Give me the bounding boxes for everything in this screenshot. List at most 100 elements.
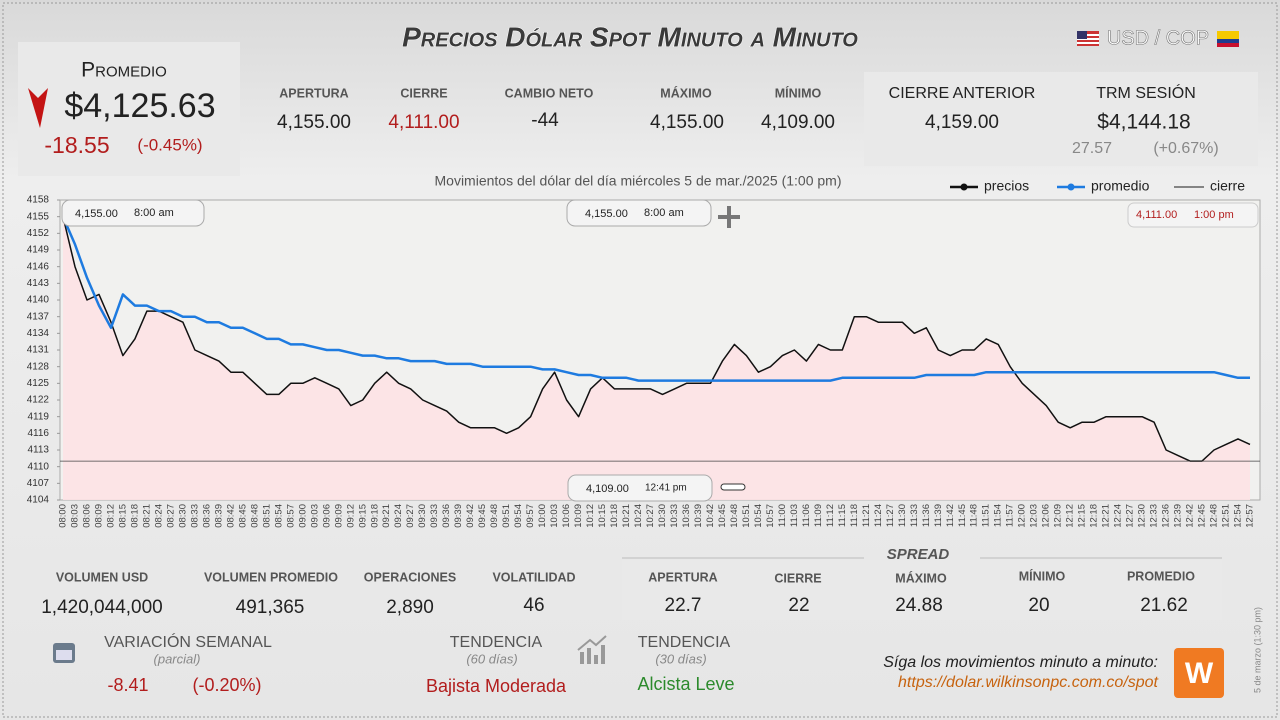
- annotation-price: 4,109.00: [586, 483, 629, 495]
- volume-label: VOLUMEN PROMEDIO: [204, 570, 338, 584]
- x-tick-label: 08:36: [201, 504, 212, 528]
- x-tick-label: 08:57: [285, 504, 296, 528]
- y-tick-label: 4137: [27, 311, 50, 322]
- x-tick-label: 09:30: [417, 504, 428, 528]
- annotation: 4,155.00 8:00 am: [566, 199, 712, 227]
- stat-value: 4,155.00: [650, 112, 724, 133]
- x-tick-label: 10:00: [537, 504, 548, 528]
- spread-label: MÁXIMO: [895, 570, 947, 585]
- x-tick-label: 08:15: [117, 504, 128, 528]
- trend-note: (30 días): [655, 651, 706, 666]
- weekly-label: VARIACIÓN SEMANAL: [104, 632, 272, 651]
- stat-value: -44: [531, 110, 559, 131]
- x-tick-label: 08:39: [213, 504, 224, 528]
- x-tick-label: 08:18: [129, 504, 140, 528]
- stat-value: 4,155.00: [277, 112, 351, 133]
- series-line: [61, 216, 1250, 382]
- x-tick-label: 08:21: [141, 504, 152, 528]
- y-tick-label: 4110: [27, 461, 49, 472]
- x-tick-label: 08:33: [189, 504, 200, 528]
- x-tick-label: 11:48: [969, 504, 980, 527]
- crosshair-icon: [718, 206, 740, 228]
- series-line: [62, 216, 1251, 462]
- y-tick-label: 4128: [27, 361, 50, 372]
- y-tick-label: 4119: [27, 411, 49, 422]
- x-tick-label: 11:45: [957, 504, 968, 527]
- x-tick-label: 12:39: [1173, 504, 1184, 528]
- volume-value: 491,365: [236, 597, 305, 618]
- chart: 4104 4107 4110 4113 4116 4119 4122 4125 4128 4131…: [27, 195, 1260, 528]
- trend-label: TENDENCIA: [638, 634, 731, 651]
- x-tick-label: 09:27: [405, 504, 416, 528]
- spread-value: 24.88: [895, 595, 943, 616]
- currency-pair: USD / COP: [1107, 27, 1209, 49]
- stat-label: MÁXIMO: [660, 85, 712, 100]
- x-tick-label: 12:33: [1149, 504, 1160, 528]
- x-tick-label: 11:03: [789, 504, 800, 527]
- annotation-price: 4,155.00: [585, 208, 628, 220]
- x-tick-label: 09:57: [525, 504, 536, 528]
- flag-us: [1077, 31, 1099, 46]
- y-tick-label: 4122: [27, 395, 50, 406]
- legend-label: promedio: [1091, 178, 1150, 194]
- volume-value: 2,890: [386, 597, 434, 618]
- x-tick-label: 09:36: [441, 504, 452, 528]
- down-arrow: [28, 88, 48, 128]
- volume-value: 1,420,044,000: [41, 597, 163, 618]
- title: Precios Dólar Spot Minuto a Minuto: [402, 21, 858, 52]
- promedio-label: Promedio: [81, 59, 167, 82]
- x-tick-label: 11:30: [897, 504, 908, 527]
- y-tick-label: 4140: [27, 295, 50, 306]
- logo-text: W: [1185, 657, 1214, 690]
- annotation: 4,111.00 1:00 pm: [1127, 202, 1259, 228]
- prev-close-label: CIERRE ANTERIOR: [889, 85, 1036, 102]
- price-area: [63, 216, 1250, 500]
- x-tick-label: 11:06: [801, 504, 812, 527]
- x-tick-label: 11:18: [849, 504, 860, 527]
- footer-text: Síga los movimientos minuto a minuto:: [883, 654, 1158, 671]
- x-tick-label: 12:54: [1233, 504, 1244, 528]
- scroll-handle: [720, 483, 746, 491]
- x-tick-label: 09:00: [297, 504, 308, 528]
- x-tick-label: 08:12: [105, 504, 116, 528]
- x-tick-label: 10:24: [633, 504, 644, 528]
- spread-label: CIERRE: [774, 571, 821, 585]
- x-tick-label: 09:15: [357, 504, 368, 528]
- x-tick-label: 08:42: [225, 504, 236, 528]
- y-tick-label: 4146: [27, 261, 50, 272]
- spread-panel: [622, 560, 1222, 620]
- annotation-time: 1:00 pm: [1194, 209, 1234, 221]
- date-note: 5 de marzo (1:30 pm): [1252, 607, 1262, 693]
- annotation: 4,109.00 12:41 pm: [567, 474, 713, 502]
- x-tick-label: 12:00: [1017, 504, 1028, 528]
- x-tick-label: 12:45: [1197, 504, 1208, 528]
- x-tick-label: 12:09: [1053, 504, 1064, 528]
- prev-close-value: 4,159.00: [925, 112, 999, 133]
- x-tick-label: 10:06: [561, 504, 572, 528]
- weekly-note: (parcial): [154, 651, 201, 666]
- spread-label: MÍNIMO: [1019, 568, 1066, 583]
- x-tick-label: 09:33: [429, 504, 440, 528]
- x-tick-label: 08:27: [165, 504, 176, 528]
- stat-value: 4,109.00: [761, 112, 835, 133]
- x-tick-label: 10:09: [573, 504, 584, 528]
- x-tick-label: 08:51: [261, 504, 272, 528]
- footer-url[interactable]: https://dolar.wilkinsonpc.com.co/spot: [898, 674, 1159, 691]
- y-tick-label: 4158: [27, 195, 50, 206]
- session-panel: [864, 72, 1258, 166]
- x-tick-label: 11:57: [1005, 504, 1016, 527]
- x-tick-label: 11:12: [825, 504, 836, 527]
- x-tick-label: 10:36: [681, 504, 692, 528]
- y-tick-label: 4113: [27, 445, 49, 456]
- x-tick-label: 11:36: [921, 504, 932, 527]
- x-tick-label: 09:51: [501, 504, 512, 528]
- logo[interactable]: [1174, 648, 1224, 698]
- x-tick-label: 10:03: [549, 504, 560, 528]
- x-tick-label: 10:30: [657, 504, 668, 528]
- annotation-price: 4,155.00: [75, 208, 118, 220]
- x-tick-label: 10:45: [717, 504, 728, 528]
- annotation-price: 4,111.00: [1136, 209, 1177, 221]
- x-tick-label: 09:18: [369, 504, 380, 528]
- legend-label: cierre: [1210, 178, 1245, 194]
